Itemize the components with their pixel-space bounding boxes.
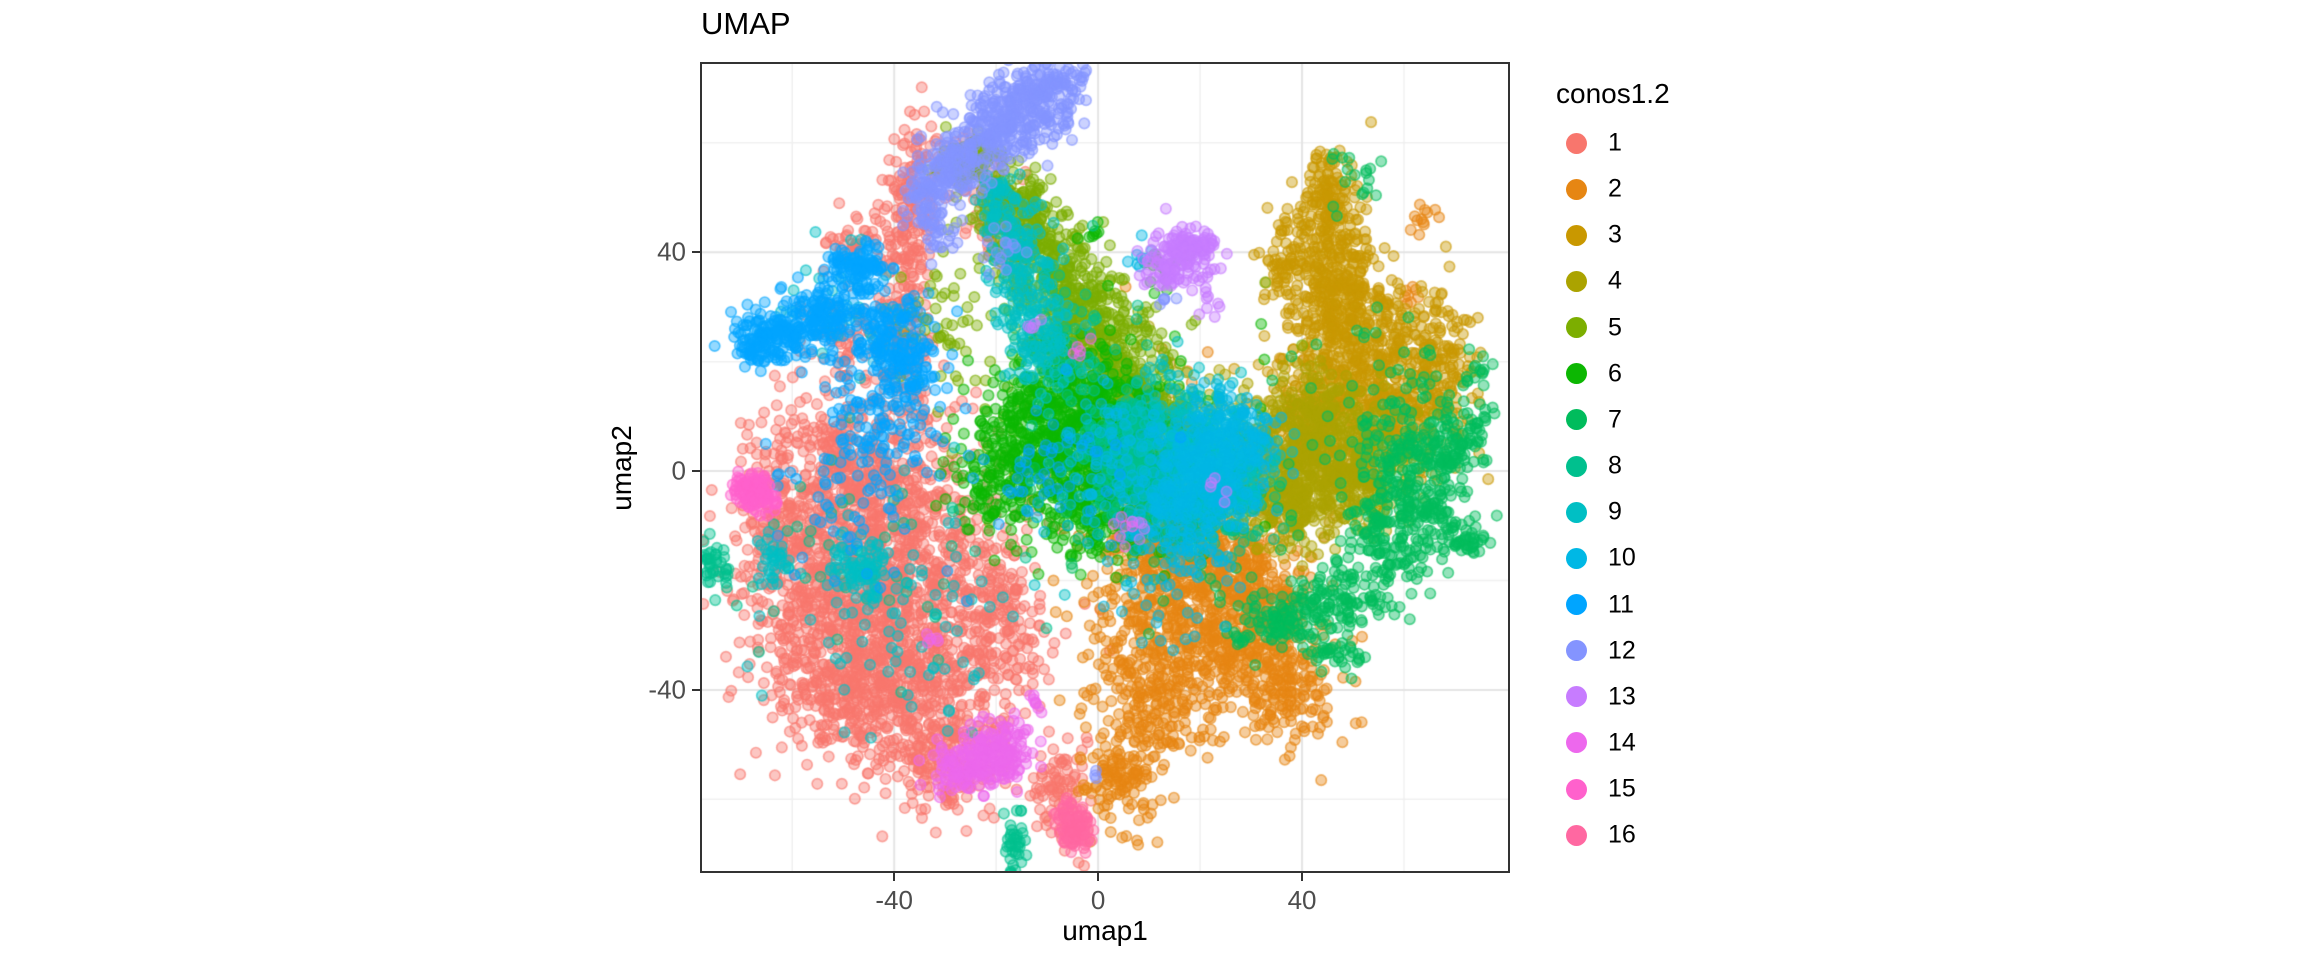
legend-title: conos1.2 bbox=[1556, 78, 1670, 109]
legend-item-label: 12 bbox=[1608, 636, 1636, 665]
legend-item-label: 6 bbox=[1608, 359, 1622, 388]
y-axis-tick-label: -40 bbox=[648, 674, 686, 705]
legend-swatch-icon bbox=[1566, 178, 1587, 200]
y-axis-title: umap2 bbox=[606, 425, 637, 511]
legend-item-label: 8 bbox=[1608, 451, 1622, 480]
legend-item-label: 10 bbox=[1608, 543, 1636, 572]
legend-item-label: 13 bbox=[1608, 682, 1636, 711]
legend-swatch-icon bbox=[1566, 270, 1587, 292]
plot-title: UMAP bbox=[701, 6, 791, 41]
legend-item-label: 5 bbox=[1608, 313, 1622, 342]
legend-item-label: 15 bbox=[1608, 774, 1636, 803]
y-axis-tick-label: 0 bbox=[671, 455, 686, 486]
legend-item-label: 1 bbox=[1608, 128, 1622, 157]
legend-swatch-icon bbox=[1566, 409, 1587, 431]
legend-item-label: 3 bbox=[1608, 220, 1622, 249]
y-axis-tick bbox=[692, 470, 700, 473]
y-axis-tick bbox=[692, 251, 700, 254]
legend-swatch-icon bbox=[1566, 224, 1587, 246]
legend-swatch-icon bbox=[1566, 640, 1587, 662]
legend-swatch-icon bbox=[1566, 363, 1587, 385]
x-axis-tick bbox=[1301, 873, 1304, 881]
x-axis-title: umap1 bbox=[1062, 915, 1148, 946]
y-axis-tick bbox=[692, 688, 700, 691]
legend-swatch-icon bbox=[1566, 732, 1587, 754]
legend-swatch-icon bbox=[1566, 317, 1587, 339]
y-axis-tick-label: 40 bbox=[657, 236, 686, 267]
legend-item-label: 2 bbox=[1608, 174, 1622, 203]
legend-swatch-icon bbox=[1566, 594, 1587, 615]
legend-item-label: 4 bbox=[1608, 266, 1622, 295]
legend-item-label: 7 bbox=[1608, 405, 1622, 434]
legend-swatch-icon bbox=[1566, 132, 1587, 154]
legend-item-label: 14 bbox=[1608, 728, 1636, 757]
legend-swatch-icon bbox=[1566, 686, 1587, 708]
x-axis-tick-label: -40 bbox=[875, 885, 913, 915]
x-axis-tick-label: 40 bbox=[1287, 885, 1317, 915]
x-axis-tick-label: 0 bbox=[1090, 885, 1106, 915]
legend-swatch-icon bbox=[1566, 455, 1587, 477]
plot-panel bbox=[700, 62, 1510, 873]
legend-swatch-icon bbox=[1566, 778, 1587, 800]
x-axis-tick bbox=[1097, 873, 1100, 881]
x-axis-tick bbox=[893, 873, 896, 881]
scatter-canvas bbox=[702, 64, 1508, 871]
legend-item-label: 16 bbox=[1608, 820, 1636, 849]
legend-swatch-icon bbox=[1566, 501, 1587, 523]
legend-item-label: 11 bbox=[1608, 590, 1634, 618]
legend-item-label: 9 bbox=[1608, 497, 1622, 526]
legend-swatch-icon bbox=[1566, 547, 1587, 569]
legend-swatch-icon bbox=[1566, 824, 1587, 846]
